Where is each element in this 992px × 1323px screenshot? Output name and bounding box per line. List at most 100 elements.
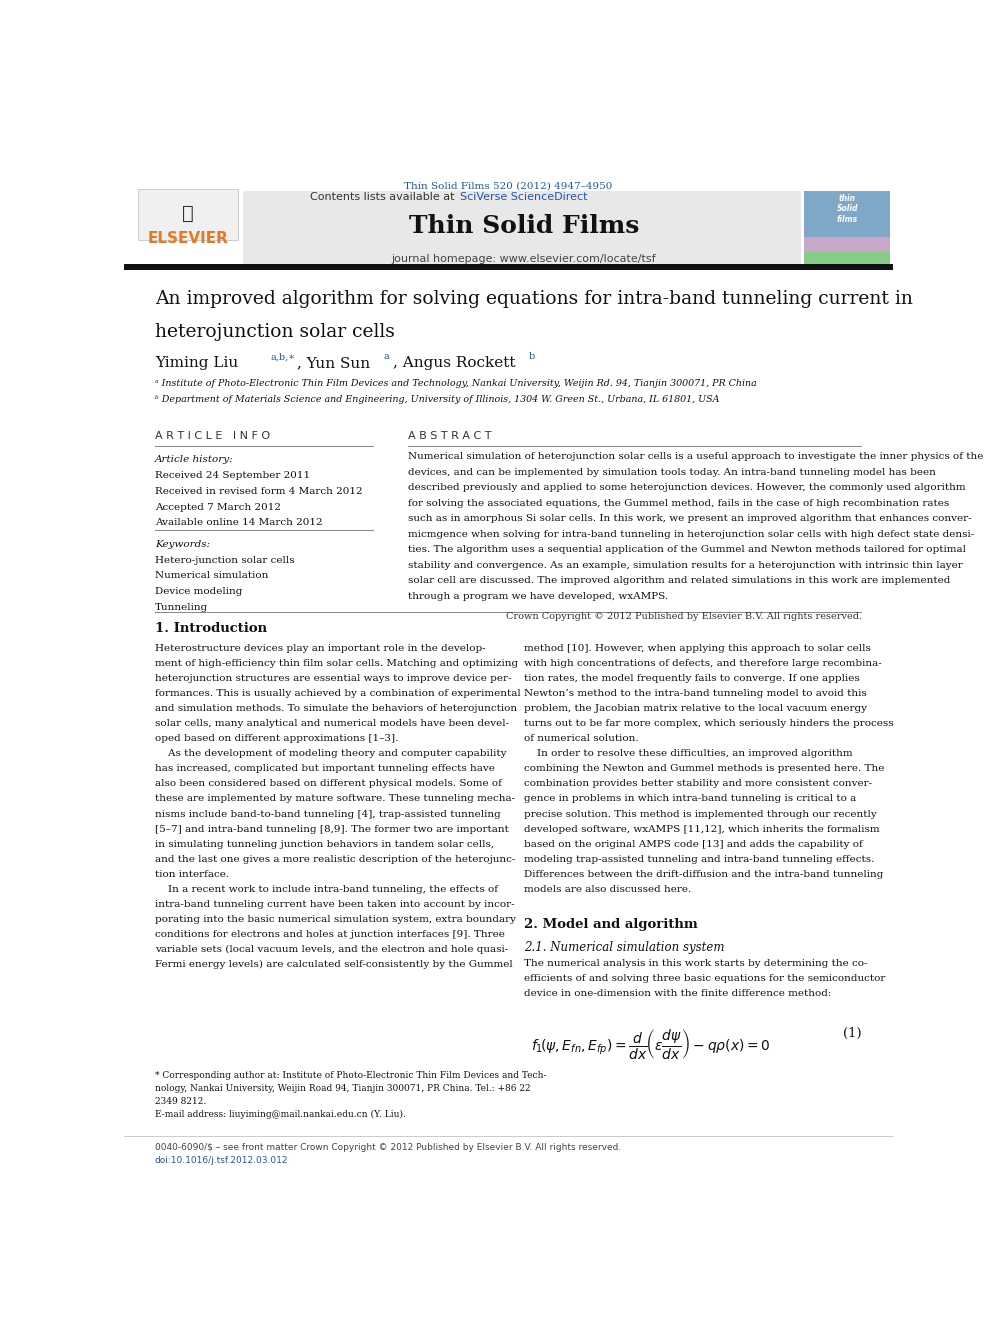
Text: stability and convergence. As an example, simulation results for a heterojunctio: stability and convergence. As an example…: [409, 561, 963, 569]
Text: SciVerse ScienceDirect: SciVerse ScienceDirect: [460, 192, 587, 202]
Text: tion interface.: tion interface.: [155, 869, 229, 878]
Text: a: a: [384, 352, 390, 361]
Text: , Angus Rockett: , Angus Rockett: [393, 356, 521, 370]
Text: $f_1\!\left(\psi, E_{fn}, E_{fp}\right) = \dfrac{d}{dx}\!\left(\varepsilon\dfrac: $f_1\!\left(\psi, E_{fn}, E_{fp}\right) …: [532, 1027, 771, 1061]
Bar: [805, 237, 891, 251]
Text: , Yun Sun: , Yun Sun: [297, 356, 375, 370]
Text: based on the original AMPS code [13] and adds the capability of: based on the original AMPS code [13] and…: [524, 840, 862, 848]
Text: developed software, wxAMPS [11,12], which inherits the formalism: developed software, wxAMPS [11,12], whic…: [524, 824, 879, 833]
Text: (1): (1): [843, 1027, 862, 1040]
Text: variable sets (local vacuum levels, and the electron and hole quasi-: variable sets (local vacuum levels, and …: [155, 945, 508, 954]
Text: devices, and can be implemented by simulation tools today. An intra-band tunneli: devices, and can be implemented by simul…: [409, 467, 936, 476]
Text: Thin Solid Films: Thin Solid Films: [409, 214, 639, 238]
Text: b: b: [529, 352, 536, 361]
Text: ment of high-efficiency thin film solar cells. Matching and optimizing: ment of high-efficiency thin film solar …: [155, 659, 518, 668]
Text: Numerical simulation of heterojunction solar cells is a useful approach to inves: Numerical simulation of heterojunction s…: [409, 452, 984, 462]
Text: journal homepage: www.elsevier.com/locate/tsf: journal homepage: www.elsevier.com/locat…: [392, 254, 656, 263]
Text: for solving the associated equations, the Gummel method, fails in the case of hi: for solving the associated equations, th…: [409, 499, 949, 508]
Text: combination provides better stability and more consistent conver-: combination provides better stability an…: [524, 779, 872, 789]
Text: thin
Solid
films: thin Solid films: [836, 194, 858, 224]
Text: 2.1. Numerical simulation system: 2.1. Numerical simulation system: [524, 941, 724, 954]
Text: such as in amorphous Si solar cells. In this work, we present an improved algori: such as in amorphous Si solar cells. In …: [409, 515, 972, 523]
Text: Crown Copyright © 2012 Published by Elsevier B.V. All rights reserved.: Crown Copyright © 2012 Published by Else…: [506, 613, 862, 620]
Text: [5–7] and intra-band tunneling [8,9]. The former two are important: [5–7] and intra-band tunneling [8,9]. Th…: [155, 824, 509, 833]
Text: Available online 14 March 2012: Available online 14 March 2012: [155, 519, 322, 528]
Text: conditions for electrons and holes at junction interfaces [9]. Three: conditions for electrons and holes at ju…: [155, 930, 505, 939]
Text: doi:10.1016/j.tsf.2012.03.012: doi:10.1016/j.tsf.2012.03.012: [155, 1156, 289, 1166]
Text: nisms include band-to-band tunneling [4], trap-assisted tunneling: nisms include band-to-band tunneling [4]…: [155, 810, 501, 819]
Text: through a program we have developed, wxAMPS.: through a program we have developed, wxA…: [409, 591, 669, 601]
Text: intra-band tunneling current have been taken into account by incor-: intra-band tunneling current have been t…: [155, 900, 515, 909]
Text: Newton’s method to the intra-band tunneling model to avoid this: Newton’s method to the intra-band tunnel…: [524, 689, 867, 699]
Text: Device modeling: Device modeling: [155, 587, 242, 597]
Text: In order to resolve these difficulties, an improved algorithm: In order to resolve these difficulties, …: [524, 749, 852, 758]
Text: 0040-6090/$ – see front matter Crown Copyright © 2012 Published by Elsevier B.V.: 0040-6090/$ – see front matter Crown Cop…: [155, 1143, 621, 1152]
Text: Accepted 7 March 2012: Accepted 7 March 2012: [155, 503, 281, 512]
Text: Article history:: Article history:: [155, 455, 233, 464]
Text: method [10]. However, when applying this approach to solar cells: method [10]. However, when applying this…: [524, 644, 871, 652]
Text: and the last one gives a more realistic description of the heterojunc-: and the last one gives a more realistic …: [155, 855, 515, 864]
Text: gence in problems in which intra-band tunneling is critical to a: gence in problems in which intra-band tu…: [524, 794, 856, 803]
Text: The numerical analysis in this work starts by determining the co-: The numerical analysis in this work star…: [524, 959, 867, 968]
Text: heterojunction structures are essential ways to improve device per-: heterojunction structures are essential …: [155, 673, 511, 683]
Text: Hetero-junction solar cells: Hetero-junction solar cells: [155, 556, 295, 565]
Text: Tunneling: Tunneling: [155, 603, 208, 613]
Text: 2. Model and algorithm: 2. Model and algorithm: [524, 918, 697, 931]
Text: Differences between the drift-diffusion and the intra-band tunneling: Differences between the drift-diffusion …: [524, 869, 883, 878]
Text: problem, the Jacobian matrix relative to the local vacuum energy: problem, the Jacobian matrix relative to…: [524, 704, 867, 713]
Text: ties. The algorithm uses a sequential application of the Gummel and Newton metho: ties. The algorithm uses a sequential ap…: [409, 545, 966, 554]
Text: ᵇ Department of Materials Science and Engineering, University of Illinois, 1304 : ᵇ Department of Materials Science and En…: [155, 396, 719, 404]
Text: Yiming Liu: Yiming Liu: [155, 356, 243, 370]
Text: 🌳: 🌳: [182, 204, 193, 224]
Bar: [138, 189, 238, 241]
Text: oped based on different approximations [1–3].: oped based on different approximations […: [155, 734, 398, 744]
Text: turns out to be far more complex, which seriously hinders the process: turns out to be far more complex, which …: [524, 720, 894, 728]
Text: has increased, complicated but important tunneling effects have: has increased, complicated but important…: [155, 765, 495, 773]
Text: models are also discussed here.: models are also discussed here.: [524, 885, 691, 894]
Text: with high concentrations of defects, and therefore large recombina-: with high concentrations of defects, and…: [524, 659, 882, 668]
Text: micmgence when solving for intra-band tunneling in heterojunction solar cells wi: micmgence when solving for intra-band tu…: [409, 529, 975, 538]
Text: solar cells, many analytical and numerical models have been devel-: solar cells, many analytical and numeric…: [155, 720, 509, 728]
Text: ELSEVIER: ELSEVIER: [148, 230, 228, 246]
Text: E-mail address: liuyiming@mail.nankai.edu.cn (Y. Liu).: E-mail address: liuyiming@mail.nankai.ed…: [155, 1110, 406, 1119]
Text: Keywords:: Keywords:: [155, 540, 210, 549]
Text: in simulating tunneling junction behaviors in tandem solar cells,: in simulating tunneling junction behavio…: [155, 840, 494, 848]
Text: precise solution. This method is implemented through our recently: precise solution. This method is impleme…: [524, 810, 877, 819]
Text: described previously and applied to some heterojunction devices. However, the co: described previously and applied to some…: [409, 483, 966, 492]
Text: 2349 8212.: 2349 8212.: [155, 1097, 206, 1106]
Bar: [243, 192, 801, 265]
Text: solar cell are discussed. The improved algorithm and related simulations in this: solar cell are discussed. The improved a…: [409, 576, 950, 585]
Text: Received in revised form 4 March 2012: Received in revised form 4 March 2012: [155, 487, 362, 496]
Text: heterojunction solar cells: heterojunction solar cells: [155, 323, 395, 341]
Text: formances. This is usually achieved by a combination of experimental: formances. This is usually achieved by a…: [155, 689, 521, 699]
Text: tion rates, the model frequently fails to converge. If one applies: tion rates, the model frequently fails t…: [524, 673, 859, 683]
Text: A B S T R A C T: A B S T R A C T: [409, 431, 492, 441]
Text: * Corresponding author at: Institute of Photo-Electronic Thin Film Devices and T: * Corresponding author at: Institute of …: [155, 1070, 547, 1080]
Text: device in one-dimension with the finite difference method:: device in one-dimension with the finite …: [524, 990, 831, 999]
Text: Contents lists available at: Contents lists available at: [310, 192, 458, 202]
Text: In a recent work to include intra-band tunneling, the effects of: In a recent work to include intra-band t…: [155, 885, 498, 894]
Text: Fermi energy levels) are calculated self-consistently by the Gummel: Fermi energy levels) are calculated self…: [155, 960, 513, 970]
Text: Received 24 September 2011: Received 24 September 2011: [155, 471, 310, 480]
Text: As the development of modeling theory and computer capability: As the development of modeling theory an…: [155, 749, 506, 758]
Text: efficients of and solving three basic equations for the semiconductor: efficients of and solving three basic eq…: [524, 974, 885, 983]
Text: An improved algorithm for solving equations for intra-band tunneling current in: An improved algorithm for solving equati…: [155, 290, 913, 308]
Text: Thin Solid Films 520 (2012) 4947–4950: Thin Solid Films 520 (2012) 4947–4950: [404, 181, 613, 191]
Text: also been considered based on different physical models. Some of: also been considered based on different …: [155, 779, 502, 789]
Text: nology, Nankai University, Weijin Road 94, Tianjin 300071, PR China. Tel.: +86 2: nology, Nankai University, Weijin Road 9…: [155, 1084, 531, 1093]
Bar: [805, 192, 891, 237]
Bar: [805, 251, 891, 265]
Text: combining the Newton and Gummel methods is presented here. The: combining the Newton and Gummel methods …: [524, 765, 884, 773]
Text: Heterostructure devices play an important role in the develop-: Heterostructure devices play an importan…: [155, 644, 485, 652]
Text: modeling trap-assisted tunneling and intra-band tunneling effects.: modeling trap-assisted tunneling and int…: [524, 855, 874, 864]
Text: ᵃ Institute of Photo-Electronic Thin Film Devices and Technology, Nankai Univers: ᵃ Institute of Photo-Electronic Thin Fil…: [155, 378, 757, 388]
Text: of numerical solution.: of numerical solution.: [524, 734, 639, 744]
Text: these are implemented by mature software. These tunneling mecha-: these are implemented by mature software…: [155, 794, 515, 803]
Text: Numerical simulation: Numerical simulation: [155, 572, 268, 581]
Text: A R T I C L E   I N F O: A R T I C L E I N F O: [155, 431, 270, 441]
Text: porating into the basic numerical simulation system, extra boundary: porating into the basic numerical simula…: [155, 916, 516, 923]
Text: and simulation methods. To simulate the behaviors of heterojunction: and simulation methods. To simulate the …: [155, 704, 517, 713]
Bar: [124, 263, 893, 270]
Text: a,b,∗: a,b,∗: [270, 352, 295, 361]
Text: 1. Introduction: 1. Introduction: [155, 622, 267, 635]
